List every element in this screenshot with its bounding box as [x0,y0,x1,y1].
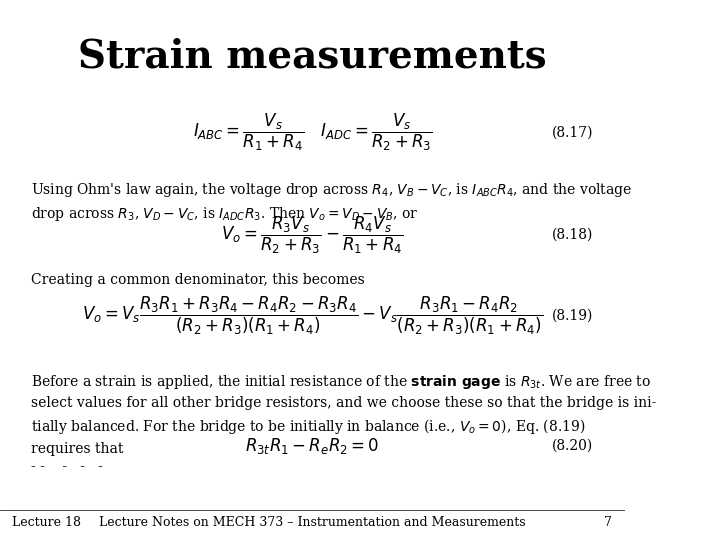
Text: Creating a common denominator, this becomes: Creating a common denominator, this beco… [31,273,365,287]
Text: $V_o = V_s \dfrac{R_3 R_1 + R_3 R_4 - R_4 R_2 - R_3 R_4}{(R_2 + R_3)(R_1 + R_4)}: $V_o = V_s \dfrac{R_3 R_1 + R_3 R_4 - R_… [82,295,543,337]
Text: (8.18): (8.18) [552,228,593,242]
Text: (8.19): (8.19) [552,309,593,323]
Text: Lecture 18: Lecture 18 [12,516,81,529]
Text: Lecture Notes on MECH 373 – Instrumentation and Measurements: Lecture Notes on MECH 373 – Instrumentat… [99,516,526,529]
Text: Strain measurements: Strain measurements [78,38,546,76]
Text: $I_{ABC} = \dfrac{V_s}{R_1 + R_4} \quad I_{ADC} = \dfrac{V_s}{R_2 + R_3}$: $I_{ABC} = \dfrac{V_s}{R_1 + R_4} \quad … [192,112,432,153]
Text: (8.20): (8.20) [552,438,593,453]
Text: - -    -   -   -: - - - - - [31,460,103,474]
Text: $V_o = \dfrac{R_3 V_s}{R_2 + R_3} - \dfrac{R_4 V_s}{R_1 + R_4}$: $V_o = \dfrac{R_3 V_s}{R_2 + R_3} - \dfr… [221,214,404,255]
Text: $R_{3t} R_1 - R_e R_2 = 0$: $R_{3t} R_1 - R_e R_2 = 0$ [245,435,379,456]
Text: 7: 7 [604,516,612,529]
Text: Using Ohm's law again, the voltage drop across $R_4$, $V_B - V_C$, is $I_{ABC}R_: Using Ohm's law again, the voltage drop … [31,181,632,224]
Text: (8.17): (8.17) [552,125,593,139]
Text: Before a strain is applied, the initial resistance of the $\mathbf{strain\ gage}: Before a strain is applied, the initial … [31,373,657,456]
